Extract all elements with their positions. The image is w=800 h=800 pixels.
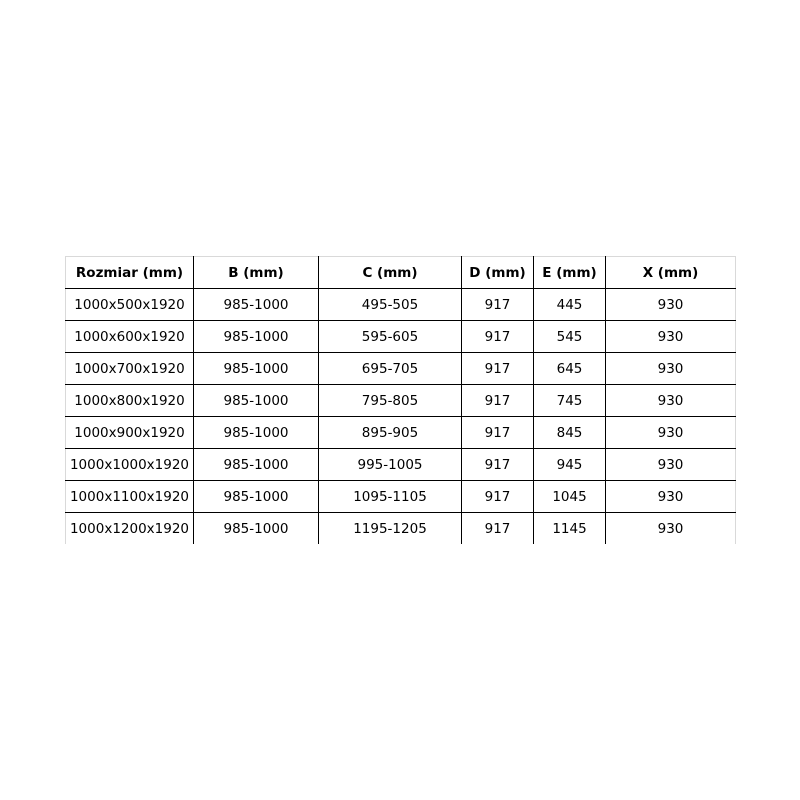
cell-d: 917 [461,352,534,385]
cell-rozmiar: 1000x800x1920 [65,384,194,417]
table-row: 1000x700x1920 985-1000 695-705 917 645 930 [65,352,736,385]
cell-c: 495-505 [318,288,462,321]
cell-rozmiar: 1000x700x1920 [65,352,194,385]
header-e: E (mm) [533,256,606,289]
table-row: 1000x600x1920 985-1000 595-605 917 545 930 [65,320,736,353]
cell-d: 917 [461,416,534,449]
cell-b: 985-1000 [193,352,319,385]
cell-d: 917 [461,480,534,513]
cell-d: 917 [461,448,534,481]
cell-rozmiar: 1000x600x1920 [65,320,194,353]
cell-x: 930 [605,320,736,353]
table-row: 1000x500x1920 985-1000 495-505 917 445 930 [65,288,736,321]
table-row: 1000x1100x1920 985-1000 1095-1105 917 1045 93… [65,480,736,513]
cell-b: 985-1000 [193,416,319,449]
table-row: 1000x1200x1920 985-1000 1195-1205 917 1145 93… [66,512,736,544]
cell-b: 985-1000 [193,320,319,353]
cell-c: 995-1005 [318,448,462,481]
cell-c: 795-805 [318,384,462,417]
table-row: 1000x900x1920 985-1000 895-905 917 845 930 [65,416,736,449]
cell-d: 917 [461,512,534,544]
cell-c: 1195-1205 [318,512,462,544]
cell-b: 985-1000 [193,480,319,513]
cell-e: 445 [533,288,606,321]
cell-x: 930 [605,480,736,513]
header-c: C (mm) [318,256,462,289]
cell-d: 917 [461,320,534,353]
cell-x: 930 [605,288,736,321]
cell-c: 1095-1105 [318,480,462,513]
header-x: X (mm) [605,256,736,289]
cell-c: 695-705 [318,352,462,385]
cell-x: 930 [605,416,736,449]
cell-b: 985-1000 [193,384,319,417]
header-d: D (mm) [461,256,534,289]
cell-b: 985-1000 [193,448,319,481]
cell-e: 745 [533,384,606,417]
table-row: 1000x800x1920 985-1000 795-805 917 745 930 [65,384,736,417]
cell-x: 930 [605,448,736,481]
cell-d: 917 [461,288,534,321]
cell-x: 930 [605,384,736,417]
dimensions-table: Rozmiar (mm) B (mm) C (mm) D (mm) E (mm)… [65,256,736,544]
cell-rozmiar: 1000x1100x1920 [65,480,194,513]
cell-rozmiar: 1000x1200x1920 [69,520,190,537]
cell-x: 930 [605,512,736,544]
cell-rozmiar: 1000x900x1920 [65,416,194,449]
cell-e: 1145 [533,512,606,544]
cell-x: 930 [605,352,736,385]
cell-e: 845 [533,416,606,449]
header-b: B (mm) [193,256,319,289]
cell-rozmiar: 1000x500x1920 [65,288,194,321]
cell-b: 985-1000 [193,288,319,321]
header-rozmiar: Rozmiar (mm) [65,256,194,289]
cell-e: 545 [533,320,606,353]
header-row: Rozmiar (mm) B (mm) C (mm) D (mm) E (mm)… [65,256,736,289]
cell-c: 595-605 [318,320,462,353]
cell-e: 645 [533,352,606,385]
cell-e: 1045 [533,480,606,513]
cell-e: 945 [533,448,606,481]
cell-c: 895-905 [318,416,462,449]
cell-b: 985-1000 [193,512,319,544]
cell-d: 917 [461,384,534,417]
table-row: 1000x1000x1920 985-1000 995-1005 917 945 930 [65,448,736,481]
cell-rozmiar: 1000x1000x1920 [65,448,194,481]
